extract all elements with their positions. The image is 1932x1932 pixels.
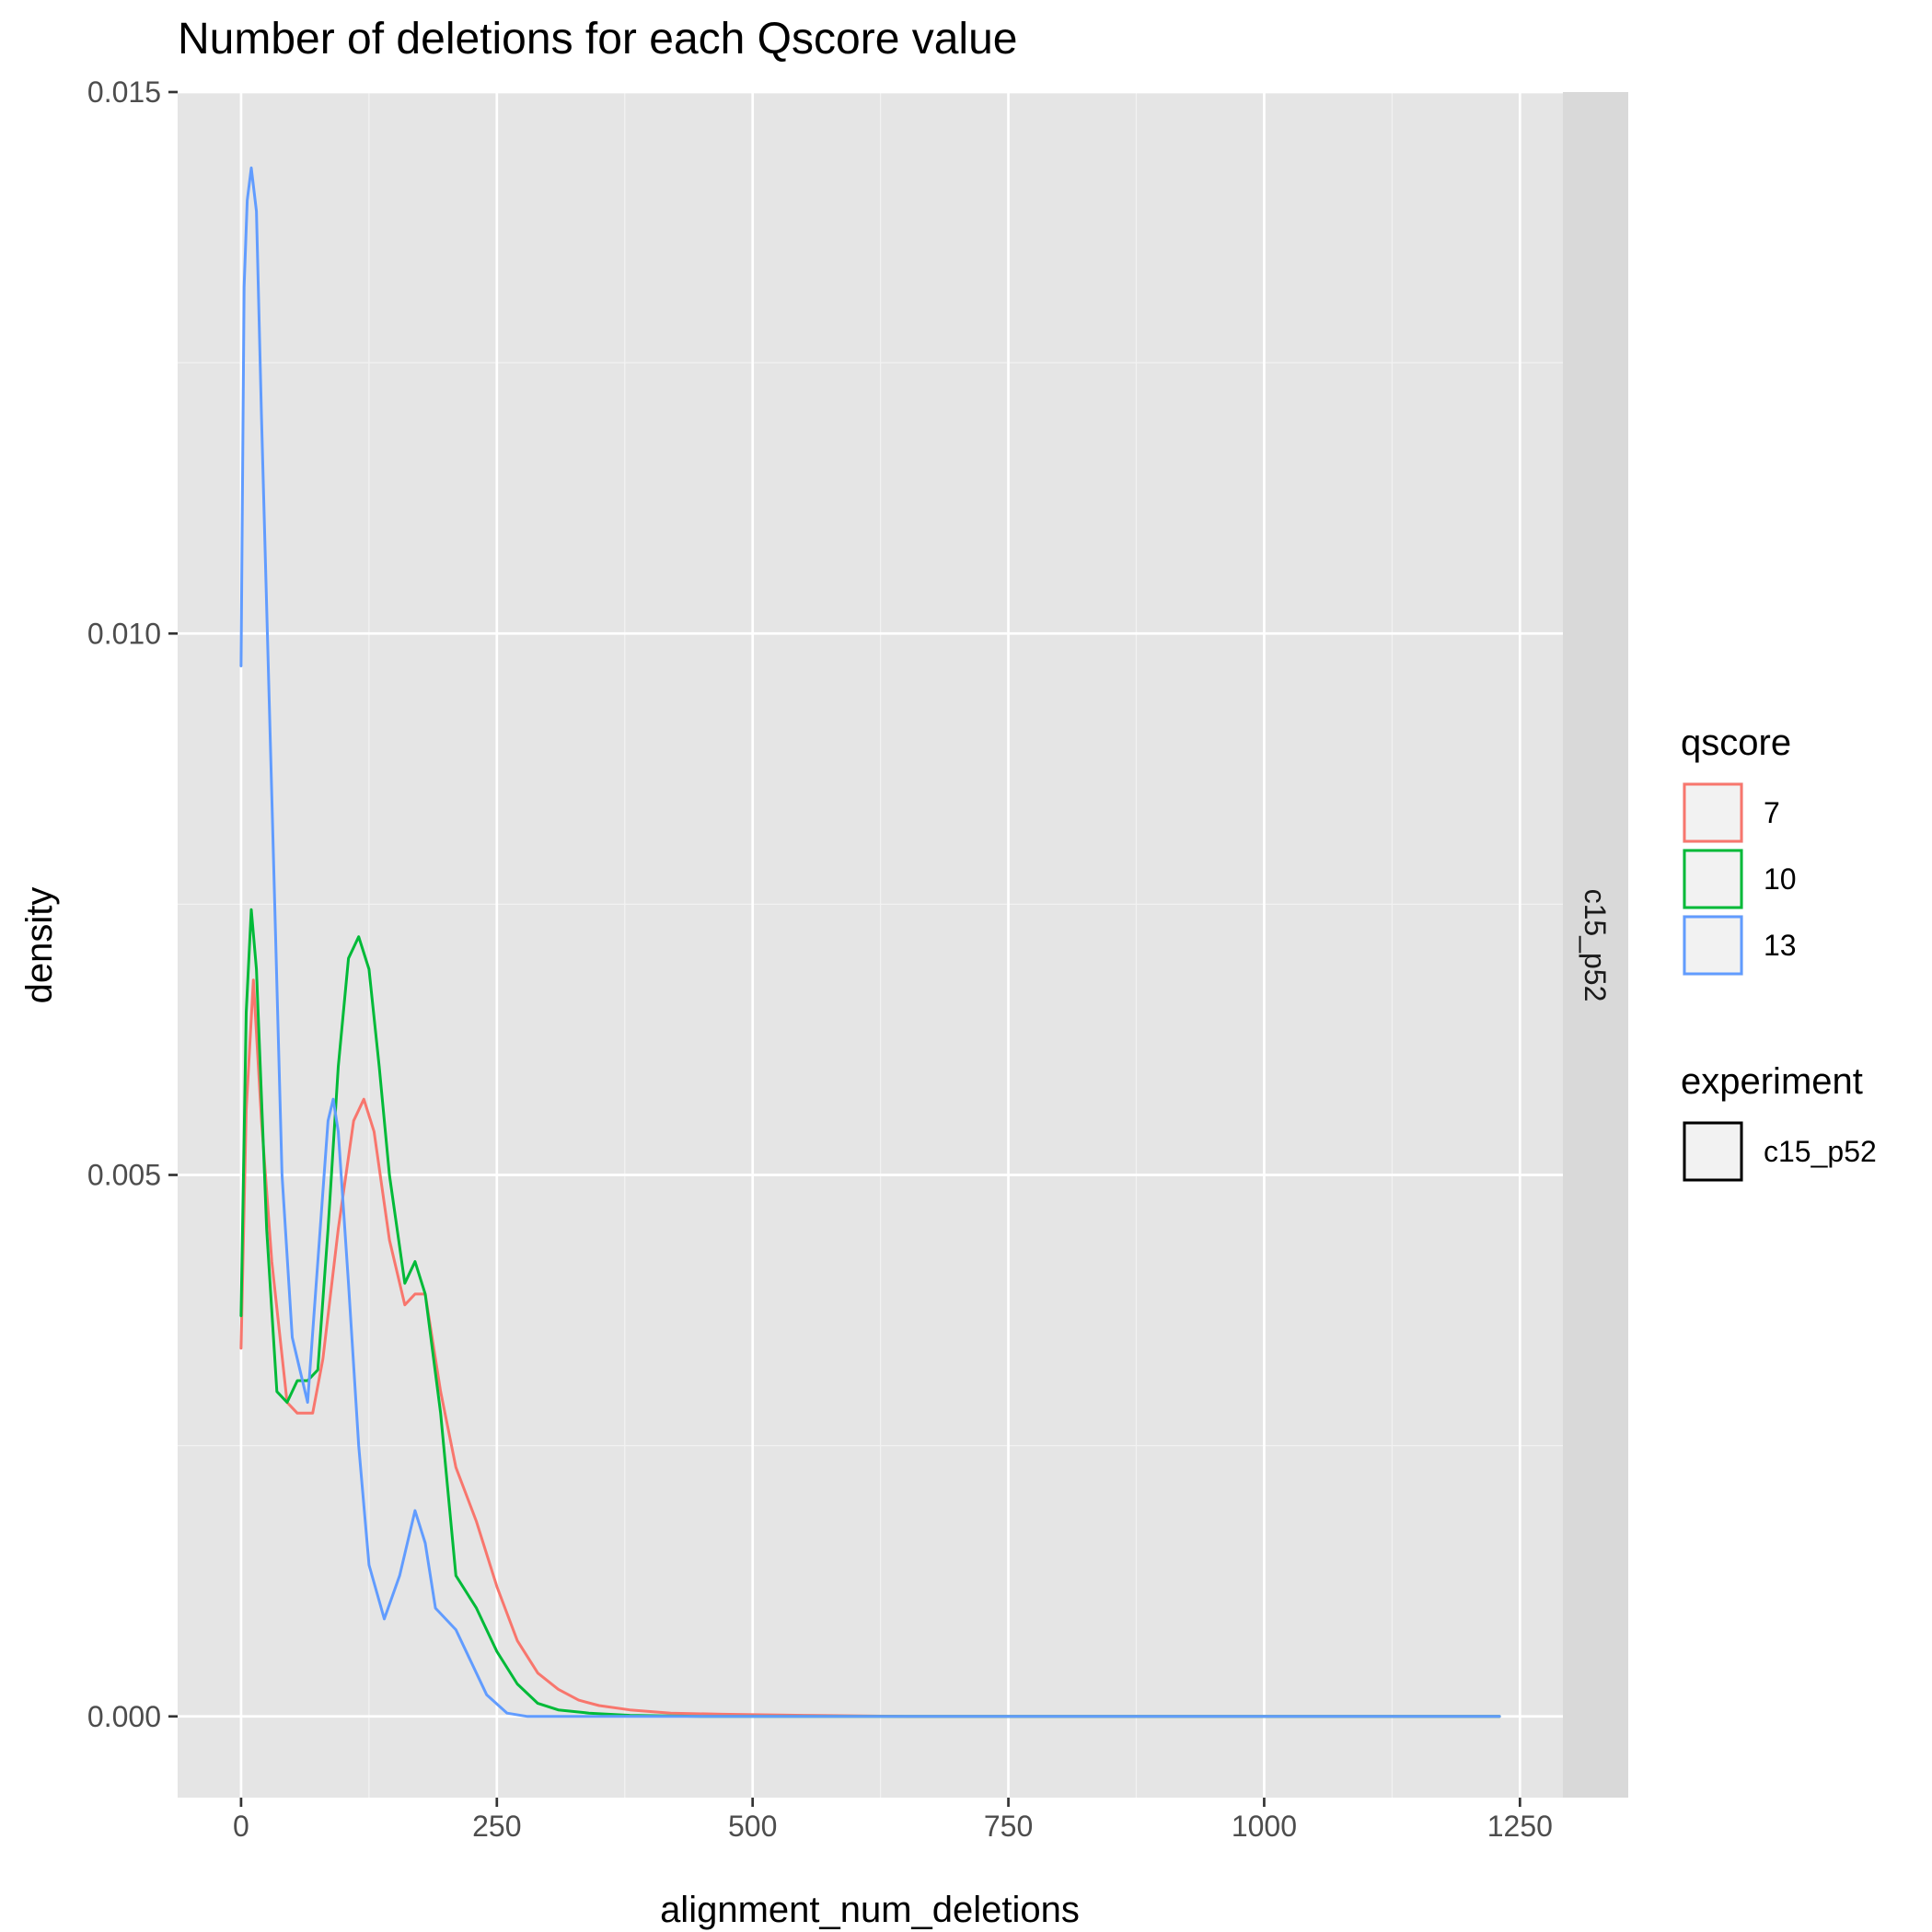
x-tick-label: 250 [472, 1810, 521, 1843]
facet-strip-label: c15_p52 [1579, 889, 1612, 1002]
y-tick-label: 0.010 [87, 617, 161, 650]
chart-title: Number of deletions for each Qscore valu… [178, 15, 1017, 64]
x-axis: 0 250 500 750 1000 1250 [233, 1798, 1553, 1843]
x-axis-title: alignment_num_deletions [660, 1890, 1080, 1930]
series-line-qscore-7 [239, 978, 1501, 1718]
legend-key-background [1683, 849, 1743, 909]
y-tick-label: 0.000 [87, 1700, 161, 1733]
legend-item-label: 10 [1764, 862, 1797, 896]
x-tick-label: 1250 [1487, 1810, 1553, 1843]
legend-title: experiment [1681, 1061, 1863, 1102]
major-gridlines [178, 90, 1563, 1798]
legend-item-label: 13 [1764, 929, 1797, 962]
y-tick-label: 0.005 [87, 1159, 161, 1192]
legend-key-background [1683, 1121, 1743, 1182]
x-tick-label: 500 [728, 1810, 777, 1843]
legend: qscore 7 10 13 experiment c15_p52 [1681, 723, 1877, 1182]
x-tick-label: 0 [233, 1810, 249, 1843]
series-line-qscore-13 [239, 166, 1501, 1718]
y-axis: 0.000 0.005 0.010 0.015 [87, 75, 178, 1733]
facet-strip [1563, 92, 1628, 1798]
legend-key-background [1683, 915, 1743, 976]
legend-key-swatch [1683, 849, 1743, 909]
series-line-qscore-10 [239, 908, 1501, 1718]
x-tick-label: 1000 [1232, 1810, 1297, 1843]
y-axis-title: density [19, 887, 60, 1004]
legend-key-background [1683, 782, 1743, 843]
legend-title: qscore [1681, 723, 1791, 763]
y-tick-label: 0.015 [87, 75, 161, 109]
legend-key-swatch [1683, 915, 1743, 976]
legend-item-label: 7 [1764, 796, 1780, 829]
legend-item-label: c15_p52 [1764, 1135, 1877, 1168]
legend-key-swatch [1683, 1121, 1743, 1182]
density-lines [239, 166, 1501, 1718]
x-tick-label: 750 [984, 1810, 1033, 1843]
legend-key-swatch [1683, 782, 1743, 843]
minor-gridlines [178, 92, 1563, 1798]
plot-panel [178, 92, 1563, 1798]
